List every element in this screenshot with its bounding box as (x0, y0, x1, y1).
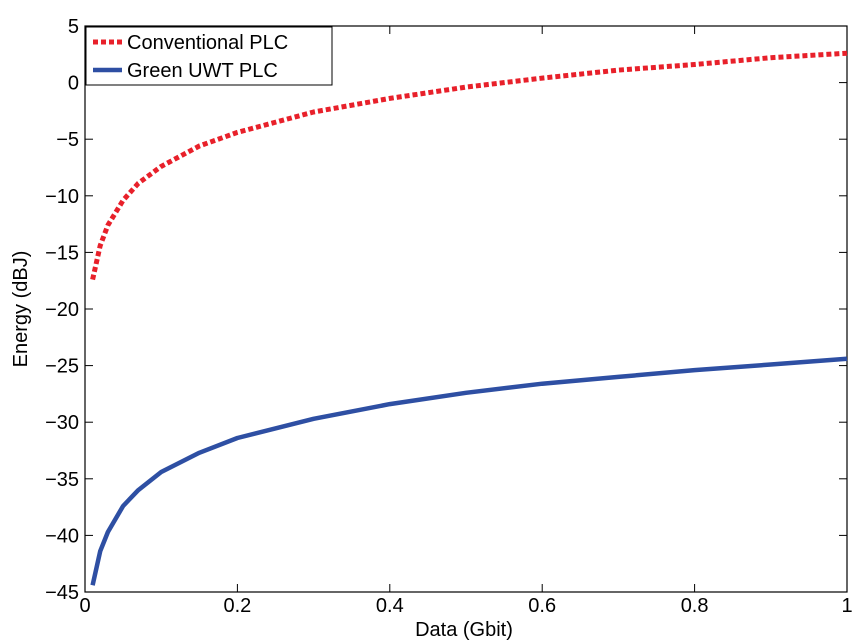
x-tick-label: 0.2 (223, 595, 251, 617)
y-tick-label: −30 (45, 412, 79, 434)
y-axis-label: Energy (dBJ) (10, 251, 32, 368)
y-tick-label: −5 (56, 129, 79, 151)
y-tick-label: −45 (45, 582, 79, 604)
legend: Conventional PLC Green UWT PLC (85, 26, 333, 86)
y-tick-label: −20 (45, 299, 79, 321)
y-tick-label: −25 (45, 356, 79, 378)
series-lines (90, 50, 848, 586)
x-tick-label: 0.4 (376, 595, 404, 617)
legend-label-conventional: Conventional PLC (127, 32, 288, 54)
series-line-conventional-plc (90, 50, 848, 281)
y-tick-label: −35 (45, 469, 79, 491)
series-line-green-uwt-plc (90, 356, 848, 586)
y-tick-label: −40 (45, 525, 79, 547)
x-tick-label: 0.6 (528, 595, 556, 617)
axis-ticks: 0 0.2 0.4 0.6 0.8 1 5 0 −5 −10 −15 −20 −25 −30 −35 −40 −… (45, 16, 852, 617)
legend-box (85, 26, 333, 86)
y-tick-label: −10 (45, 186, 79, 208)
plot-frame (84, 25, 848, 593)
y-tick-label: 0 (68, 73, 79, 95)
y-tick-label: 5 (68, 16, 79, 38)
y-tick-label: −15 (45, 242, 79, 264)
x-tick-label: 0 (79, 595, 90, 617)
x-tick-label: 0.8 (681, 595, 709, 617)
legend-label-green: Green UWT PLC (127, 60, 278, 82)
x-tick-label: 1 (841, 595, 852, 617)
x-axis-label: Data (Gbit) (415, 619, 513, 641)
